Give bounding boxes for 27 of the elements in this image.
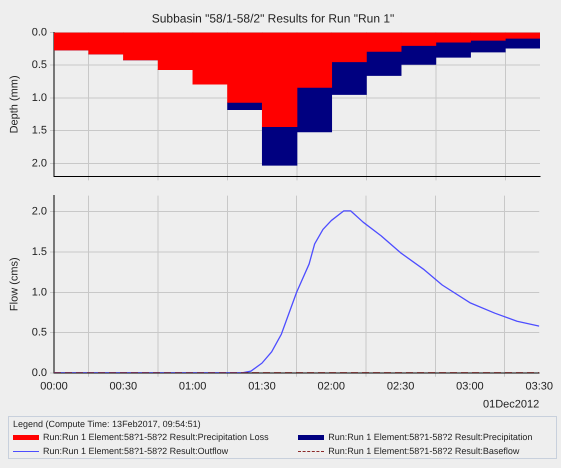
x-tick-label: 02:30 xyxy=(386,380,414,392)
y-tick-label: 0.5 xyxy=(32,326,47,339)
y-tick-label: 1.5 xyxy=(32,124,47,137)
x-tick-label: 03:30 xyxy=(525,380,553,392)
y-tick-label: 2.0 xyxy=(32,206,47,218)
text: 01Dec2012 xyxy=(482,398,540,411)
y-axis-title: Depth (mm) xyxy=(8,75,21,134)
y-tick-label: 0.0 xyxy=(32,26,47,38)
y-tick-label: 0.5 xyxy=(32,59,47,72)
legend-label: Run:Run 1 Element:58?1-58?2 Result:Precipitation Loss xyxy=(43,432,269,442)
x-tick-label: 00:30 xyxy=(110,380,138,392)
y-tick-label: 2.0 xyxy=(32,157,47,170)
legend-label: Run:Run 1 Element:58?1-58?2 Result:Baseflow xyxy=(328,446,520,456)
y-tick-label: 0.0 xyxy=(32,366,47,379)
x-tick-label: 00:00 xyxy=(40,380,68,392)
legend-title: Legend (Compute Time: 13Feb2017, 09:54:51) xyxy=(13,419,202,429)
y-tick-label: 1.0 xyxy=(32,286,47,298)
x-tick-label: 02:00 xyxy=(318,380,346,392)
x-tick-label: 01:00 xyxy=(178,380,206,392)
y-tick-label: 1.5 xyxy=(32,246,47,258)
y-axis-title: Flow (cms) xyxy=(8,257,21,312)
y-tick-label: 1.0 xyxy=(32,92,47,104)
x-tick-label: 03:00 xyxy=(456,380,484,392)
chart-title: Subbasin "58/1-58/2" Results for Run "Run 1" xyxy=(152,12,394,26)
legend-label: Run:Run 1 Element:58?1-58?2 Result:Outflow xyxy=(43,446,228,456)
x-tick-label: 01:30 xyxy=(248,380,276,392)
legend-label: Run:Run 1 Element:58?1-58?2 Result:Precipitation xyxy=(328,432,532,442)
